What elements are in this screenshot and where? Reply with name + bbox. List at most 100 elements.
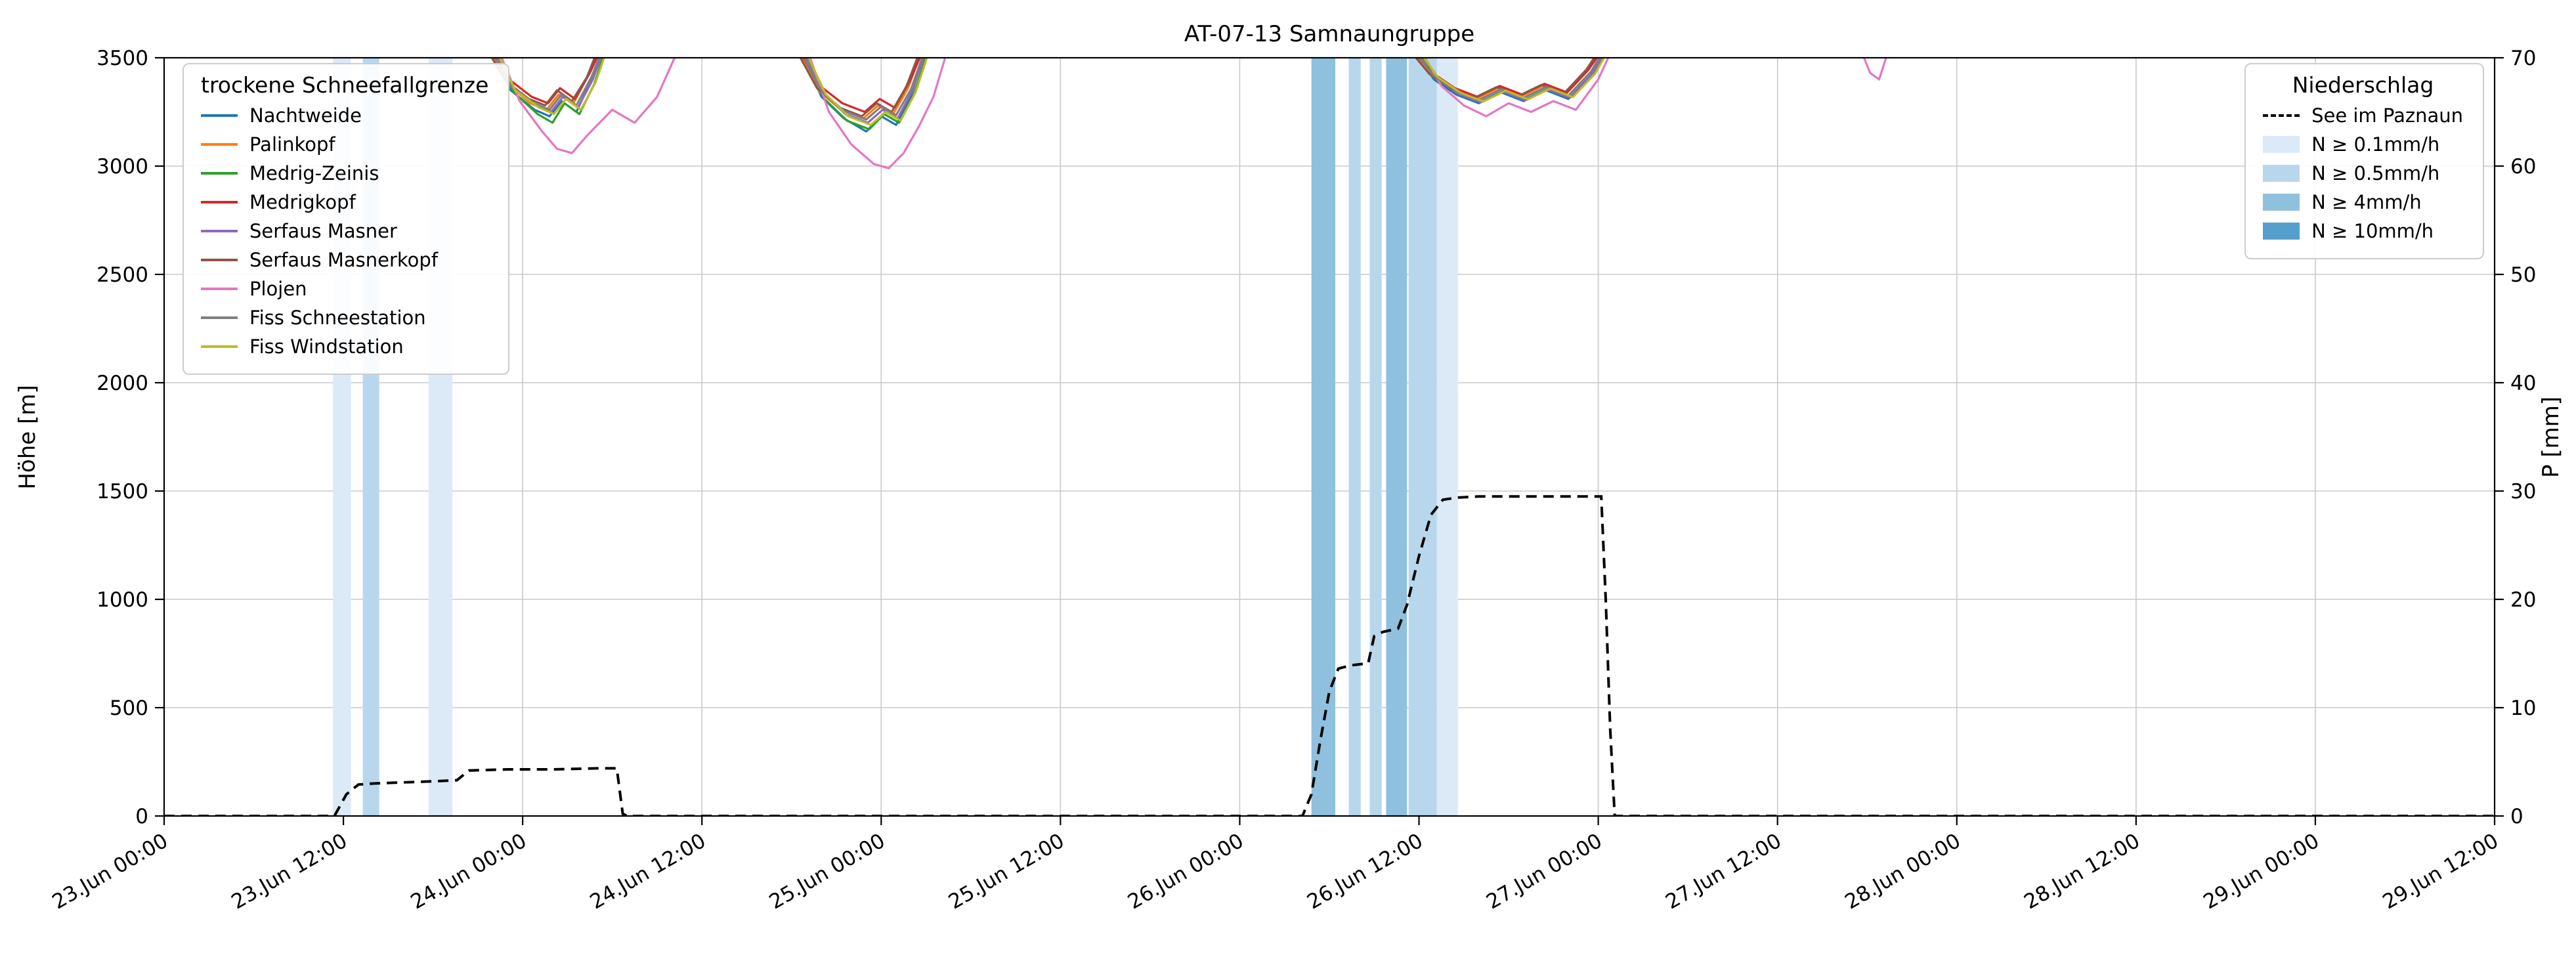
snowfall-limit-line bbox=[1423, 58, 1606, 103]
legend-item-label: Serfaus Masnerkopf bbox=[249, 249, 439, 271]
y-axis-label-right: P [mm] bbox=[2538, 396, 2564, 479]
precip-band bbox=[1408, 58, 1437, 816]
legend-item: Medrigkopf bbox=[201, 191, 488, 213]
color-patch-icon bbox=[2263, 194, 2300, 211]
x-tick-label: 27.Jun 12:00 bbox=[1662, 829, 1786, 914]
line-sample-icon bbox=[201, 288, 238, 290]
precip-band bbox=[1386, 58, 1407, 816]
line-sample-icon bbox=[201, 259, 238, 261]
legend-item-label: Fiss Schneestation bbox=[249, 307, 426, 329]
y-tick-label-right: 0 bbox=[2510, 805, 2523, 828]
legend-item-label: N ≥ 0.1mm/h bbox=[2311, 133, 2440, 156]
snowfall-limit-line bbox=[809, 58, 947, 169]
y-tick-label-left: 1000 bbox=[97, 588, 148, 612]
legend-item: See im Paznaun bbox=[2263, 104, 2463, 127]
y-tick-label-right: 10 bbox=[2510, 697, 2536, 720]
x-tick-label: 28.Jun 12:00 bbox=[2020, 829, 2144, 914]
y-tick-label-left: 0 bbox=[135, 805, 148, 828]
legend-item: N ≥ 4mm/h bbox=[2263, 191, 2463, 213]
y-tick-label-right: 40 bbox=[2510, 372, 2536, 395]
x-tick-label: 23.Jun 00:00 bbox=[48, 829, 172, 914]
legend-item: N ≥ 0.5mm/h bbox=[2263, 162, 2463, 184]
legend-item: Fiss Schneestation bbox=[201, 307, 488, 329]
y-tick-label-right: 50 bbox=[2510, 263, 2536, 287]
x-tick-label: 25.Jun 00:00 bbox=[765, 829, 890, 914]
y-tick-label-left: 2000 bbox=[97, 372, 148, 395]
x-tick-label: 24.Jun 12:00 bbox=[586, 829, 710, 914]
legend-item-label: Plojen bbox=[249, 278, 307, 300]
y-axis-label-left: Höhe [m] bbox=[14, 385, 41, 490]
legend-item: N ≥ 0.1mm/h bbox=[2263, 133, 2463, 156]
snowfall-limit-line bbox=[500, 58, 676, 154]
snowfall-limit-lines bbox=[490, 58, 1887, 169]
x-tick-label: 24.Jun 00:00 bbox=[407, 829, 531, 914]
y-tick-label-right: 70 bbox=[2510, 47, 2536, 70]
legend-item-label: N ≥ 10mm/h bbox=[2311, 220, 2434, 242]
legend-item-label: N ≥ 0.5mm/h bbox=[2311, 162, 2440, 184]
legend-item-label: See im Paznaun bbox=[2311, 104, 2463, 127]
y-tick-label-left: 3000 bbox=[97, 155, 148, 179]
x-tick-label: 29.Jun 00:00 bbox=[2199, 829, 2323, 914]
chart-title: AT-07-13 Samnaungruppe bbox=[1184, 21, 1475, 47]
snowfall-limit-line bbox=[1862, 58, 1887, 81]
line-sample-icon bbox=[201, 114, 238, 117]
legend-item-label: Medrigkopf bbox=[249, 191, 356, 213]
color-patch-icon bbox=[2263, 165, 2300, 182]
legend-precipitation-title: Niederschlag bbox=[2292, 72, 2434, 98]
snowfall-limit-line bbox=[498, 58, 605, 116]
x-tick-label: 29.Jun 12:00 bbox=[2378, 829, 2502, 914]
y-tick-label-right: 30 bbox=[2510, 480, 2536, 504]
y-tick-label-left: 500 bbox=[110, 697, 148, 720]
line-sample-icon bbox=[201, 345, 238, 348]
color-patch-icon bbox=[2263, 223, 2300, 240]
legend-item: Fiss Windstation bbox=[201, 335, 488, 358]
dashed-line-sample-icon bbox=[2263, 114, 2300, 117]
legend-item: Plojen bbox=[201, 278, 488, 300]
y-tick-label-left: 1500 bbox=[97, 480, 148, 504]
y-tick-label-right: 60 bbox=[2510, 155, 2536, 179]
legend-item: N ≥ 10mm/h bbox=[2263, 220, 2463, 242]
legend-item: Palinkopf bbox=[201, 133, 488, 156]
legend-item: Nachtweide bbox=[201, 104, 488, 127]
line-sample-icon bbox=[201, 316, 238, 319]
x-tick-label: 25.Jun 12:00 bbox=[945, 829, 1069, 914]
legend-item-label: Nachtweide bbox=[249, 104, 362, 127]
legend-snowfall-limit-title: trockene Schneefallgrenze bbox=[201, 72, 489, 98]
y-tick-label-right: 20 bbox=[2510, 588, 2536, 612]
legend-item-label: Serfaus Masner bbox=[249, 220, 397, 242]
y-tick-label-left: 2500 bbox=[97, 263, 148, 287]
legend-item-label: Palinkopf bbox=[249, 133, 335, 156]
plot-frame bbox=[163, 56, 2496, 817]
line-sample-icon bbox=[201, 230, 238, 232]
snowfall-limit-line bbox=[807, 58, 928, 126]
legend-snowfall-limit-items: Nachtweide Palinkopf Medrig-Zeinis Medrigko… bbox=[197, 104, 492, 358]
precip-band bbox=[1311, 58, 1336, 816]
legend-item: Medrig-Zeinis bbox=[201, 162, 488, 184]
color-patch-icon bbox=[2263, 136, 2300, 153]
snowfall-limit-line bbox=[1424, 58, 1610, 118]
line-sample-icon bbox=[201, 172, 238, 175]
x-tick-label: 26.Jun 12:00 bbox=[1303, 829, 1427, 914]
legend-precipitation: Niederschlag See im Paznaun N ≥ 0.1mm/h N … bbox=[2244, 63, 2484, 259]
x-tick-label: 27.Jun 00:00 bbox=[1482, 829, 1606, 914]
x-tick-label: 23.Jun 12:00 bbox=[228, 829, 352, 914]
precip-band bbox=[1348, 58, 1361, 816]
legend-item: Serfaus Masnerkopf bbox=[201, 249, 488, 271]
precip-band bbox=[1436, 58, 1458, 816]
legend-precipitation-items: See im Paznaun N ≥ 0.1mm/h N ≥ 0.5mm/h N ≥ … bbox=[2259, 104, 2467, 242]
legend-item: Serfaus Masner bbox=[201, 220, 488, 242]
legend-item-label: Medrig-Zeinis bbox=[249, 162, 379, 184]
y-tick-label-left: 3500 bbox=[97, 47, 148, 70]
legend-item-label: N ≥ 4mm/h bbox=[2311, 191, 2422, 213]
line-sample-icon bbox=[201, 143, 238, 146]
line-sample-icon bbox=[201, 201, 238, 204]
x-tick-label: 26.Jun 00:00 bbox=[1124, 829, 1248, 914]
legend-item-label: Fiss Windstation bbox=[249, 335, 404, 358]
axis-ticks bbox=[155, 56, 2504, 825]
x-tick-label: 28.Jun 00:00 bbox=[1841, 829, 1965, 914]
precip-sum-line bbox=[164, 495, 2495, 816]
legend-snowfall-limit: trockene Schneefallgrenze Nachtweide Pali… bbox=[182, 63, 510, 375]
precip-band bbox=[1369, 58, 1382, 816]
